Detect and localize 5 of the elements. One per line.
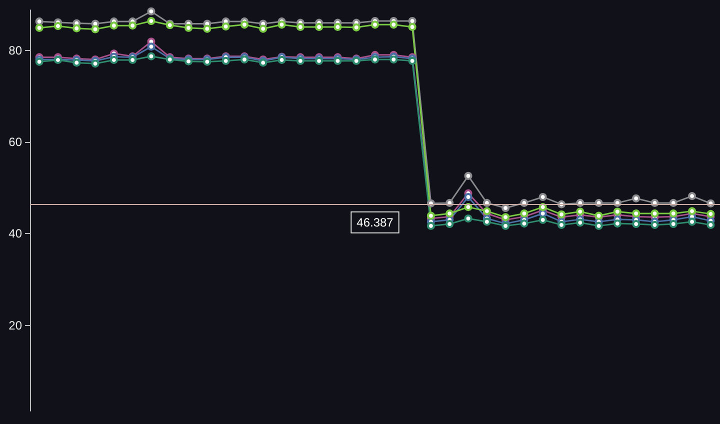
y-tick-label: 60: [8, 134, 22, 149]
y-tick-label: 80: [8, 43, 22, 58]
y-tick-label: 20: [8, 318, 22, 332]
y-tick-label: 40: [8, 226, 22, 241]
ref-line-label: 46.387: [356, 215, 394, 230]
